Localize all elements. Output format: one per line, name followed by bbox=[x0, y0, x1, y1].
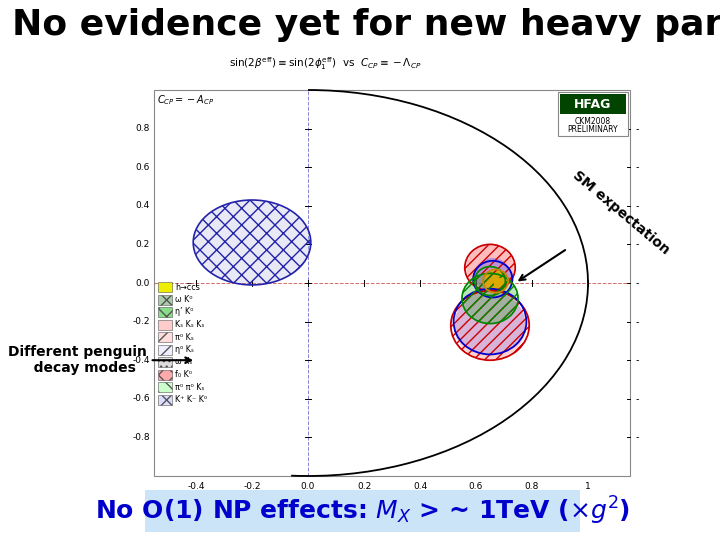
Bar bbox=[158, 395, 172, 404]
Ellipse shape bbox=[464, 274, 517, 322]
Text: 0.2: 0.2 bbox=[136, 240, 150, 249]
Text: HFAG: HFAG bbox=[575, 98, 612, 111]
Text: -: - bbox=[636, 162, 639, 172]
Text: η’ K⁰: η’ K⁰ bbox=[175, 307, 194, 316]
Text: 0.8: 0.8 bbox=[135, 124, 150, 133]
Text: -0.2: -0.2 bbox=[243, 482, 261, 491]
Text: -0.4: -0.4 bbox=[187, 482, 204, 491]
Ellipse shape bbox=[474, 258, 511, 293]
Text: -0.2: -0.2 bbox=[132, 317, 150, 326]
Text: 1: 1 bbox=[585, 482, 591, 491]
Bar bbox=[158, 320, 172, 329]
Bar bbox=[158, 369, 172, 380]
Ellipse shape bbox=[467, 245, 514, 290]
Text: f₀ K⁰: f₀ K⁰ bbox=[175, 370, 192, 379]
Text: η⁰ Kₛ: η⁰ Kₛ bbox=[175, 345, 194, 354]
Text: 0.2: 0.2 bbox=[357, 482, 371, 491]
Bar bbox=[558, 92, 628, 136]
Text: -0.4: -0.4 bbox=[132, 356, 150, 364]
Text: π⁰ π⁰ Kₛ: π⁰ π⁰ Kₛ bbox=[175, 382, 204, 392]
Text: 0.4: 0.4 bbox=[413, 482, 427, 491]
Text: SM expectation: SM expectation bbox=[519, 168, 672, 280]
Text: 0.4: 0.4 bbox=[136, 201, 150, 210]
Ellipse shape bbox=[485, 271, 507, 292]
Text: -: - bbox=[636, 316, 639, 327]
Text: 0.8: 0.8 bbox=[525, 482, 539, 491]
Text: -: - bbox=[636, 355, 639, 365]
Text: ω Kₛ: ω Kₛ bbox=[175, 357, 192, 367]
Text: $\sin 2\phi_1$: $\sin 2\phi_1$ bbox=[484, 498, 536, 517]
Text: Kₛ Kₛ Kₛ: Kₛ Kₛ Kₛ bbox=[175, 320, 204, 329]
Bar bbox=[154, 90, 630, 476]
Text: 0.0: 0.0 bbox=[301, 482, 315, 491]
Text: $C_{CP} = -A_{CP}$: $C_{CP} = -A_{CP}$ bbox=[157, 93, 215, 107]
Text: Different penguin
   decay modes: Different penguin decay modes bbox=[8, 345, 191, 375]
Text: 0.0: 0.0 bbox=[135, 279, 150, 287]
Bar bbox=[158, 307, 172, 317]
Text: -: - bbox=[636, 124, 639, 133]
Bar bbox=[145, 490, 580, 532]
Bar bbox=[158, 282, 172, 292]
Text: -0.6: -0.6 bbox=[132, 394, 150, 403]
Bar bbox=[560, 94, 626, 114]
Text: -: - bbox=[636, 239, 639, 249]
Text: $\sin(2\beta^{\rm eff}) \equiv \sin(2\phi_1^{\rm eff})$  vs  $C_{CP} \equiv -\La: $\sin(2\beta^{\rm eff}) \equiv \sin(2\ph… bbox=[229, 55, 422, 72]
Text: 0.6: 0.6 bbox=[469, 482, 483, 491]
Text: π⁰ Kₛ: π⁰ Kₛ bbox=[175, 333, 194, 341]
Text: CKM2008: CKM2008 bbox=[575, 118, 611, 126]
Ellipse shape bbox=[455, 292, 525, 355]
Text: K⁺ K⁻ K⁰: K⁺ K⁻ K⁰ bbox=[175, 395, 207, 404]
Text: -: - bbox=[636, 433, 639, 442]
Text: -: - bbox=[636, 201, 639, 211]
Text: ω K⁰: ω K⁰ bbox=[175, 295, 192, 304]
Text: No evidence yet for new heavy particles: No evidence yet for new heavy particles bbox=[12, 8, 720, 42]
Text: -: - bbox=[636, 278, 639, 288]
Bar bbox=[158, 382, 172, 392]
Text: 0.6: 0.6 bbox=[135, 163, 150, 172]
Text: -: - bbox=[636, 394, 639, 404]
Bar bbox=[158, 357, 172, 367]
Bar bbox=[158, 332, 172, 342]
Text: -0.8: -0.8 bbox=[132, 433, 150, 442]
Ellipse shape bbox=[454, 292, 526, 359]
Bar bbox=[158, 294, 172, 305]
Text: h→c̅cs: h→c̅cs bbox=[175, 282, 200, 292]
Text: PRELIMINARY: PRELIMINARY bbox=[567, 125, 618, 134]
Ellipse shape bbox=[193, 200, 311, 285]
Bar bbox=[158, 345, 172, 354]
Text: No O(1) NP effects: $\mathit{M}_X$ > ~ 1TeV ($\times\mathit{g}^2$): No O(1) NP effects: $\mathit{M}_X$ > ~ 1… bbox=[95, 495, 630, 527]
